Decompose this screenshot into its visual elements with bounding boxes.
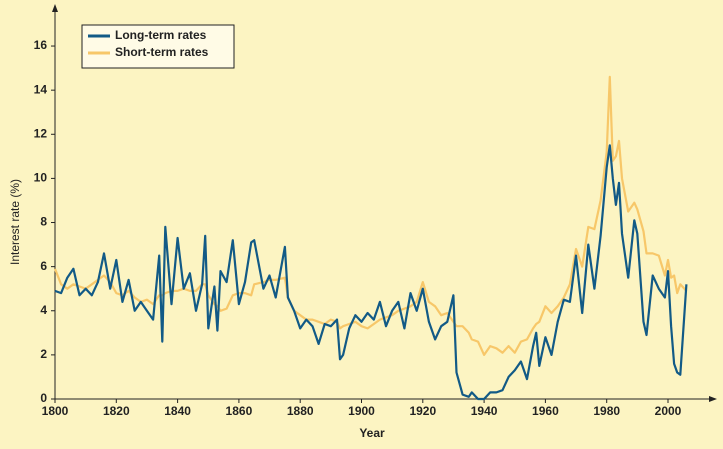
x-tick-label: 1840 bbox=[164, 404, 191, 418]
y-tick-label: 6 bbox=[40, 259, 47, 273]
legend-label: Short-term rates bbox=[115, 45, 209, 59]
y-axis-title: Interest rate (%) bbox=[8, 179, 22, 265]
y-tick-label: 10 bbox=[34, 171, 48, 185]
x-tick-label: 1900 bbox=[348, 404, 375, 418]
y-tick-label: 14 bbox=[34, 82, 48, 96]
legend-box bbox=[81, 24, 235, 69]
x-axis-title: Year bbox=[359, 426, 385, 440]
x-tick-label: 1960 bbox=[532, 404, 559, 418]
y-tick-label: 0 bbox=[40, 391, 47, 405]
x-tick-label: 1800 bbox=[42, 404, 69, 418]
x-tick-label: 1940 bbox=[471, 404, 498, 418]
y-tick-label: 2 bbox=[40, 347, 47, 361]
x-tick-label: 1880 bbox=[287, 404, 314, 418]
x-axis-arrow bbox=[709, 396, 717, 402]
x-tick-label: 1920 bbox=[409, 404, 436, 418]
y-tick-label: 16 bbox=[34, 38, 48, 52]
x-tick-label: 2000 bbox=[655, 404, 682, 418]
x-tick-label: 1980 bbox=[593, 404, 620, 418]
x-tick-label: 1860 bbox=[226, 404, 253, 418]
y-axis-arrow bbox=[52, 4, 58, 12]
series-line bbox=[54, 144, 688, 401]
legend-label: Long-term rates bbox=[115, 28, 207, 42]
y-tick-label: 8 bbox=[40, 215, 47, 229]
y-tick-label: 12 bbox=[34, 126, 48, 140]
x-tick-label: 1820 bbox=[103, 404, 130, 418]
y-tick-label: 4 bbox=[40, 303, 47, 317]
